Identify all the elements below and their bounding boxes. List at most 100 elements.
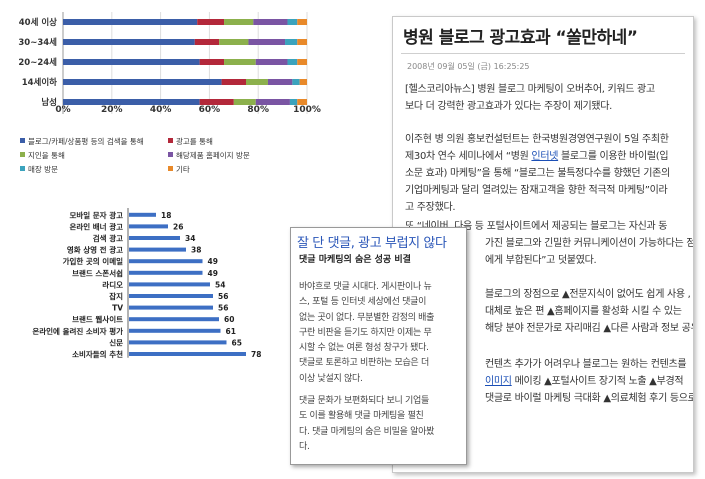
bar-segment (63, 79, 222, 85)
data-label: 56 (218, 304, 228, 313)
bar (129, 224, 168, 229)
x-tick-label: 60% (199, 105, 221, 115)
bar (129, 352, 246, 356)
bar (129, 294, 213, 298)
category-label: 검색 광고 (93, 233, 123, 243)
article-paragraph-4: 블로그의 장점으로 ▲전문지식이 없어도 쉽게 사용 , 대체로 높은 편 ▲홈… (485, 289, 694, 334)
card-paragraph-1: 바야흐로 댓글 시대다. 게시판이나 뉴 스, 포털 등 인터넷 세상에선 댓글… (299, 282, 435, 384)
legend-label: 매장 방문 (28, 164, 58, 174)
legend-swatch (20, 138, 25, 143)
category-label: 브랜드 스폰서쉽 (72, 268, 123, 278)
category-label: 신문 (109, 337, 123, 347)
category-label: 잡지 (109, 291, 123, 301)
bar-segment (63, 39, 195, 45)
y-category-label: 20~24세 (18, 57, 57, 68)
bar-segment (221, 79, 246, 85)
bar-segment (219, 39, 249, 45)
bar-segment (299, 79, 307, 85)
data-label: 18 (161, 211, 171, 220)
bar (129, 212, 156, 217)
bar-segment (194, 39, 220, 45)
data-label: 38 (191, 246, 201, 255)
legend-label: 지인을 통해 (28, 150, 65, 160)
bar-segment (297, 19, 307, 25)
category-label: 모바일 문자 광고 (69, 210, 123, 220)
article-paragraph-2: 이주현 병 의원 홍보컨설턴트는 한국병원경영연구원이 5일 주최한 제30차 … (405, 134, 670, 213)
article-paragraph-3: 또 “네이버, 다음 등 포털사이트에서 제공되는 블로그는 자신과 동 가진 … (405, 221, 694, 266)
bar-segment (63, 59, 200, 65)
category-label: 온라인에 올려진 소비자 평가 (32, 326, 123, 336)
bar-segment (289, 99, 298, 105)
legend-label: 블로그/카페/상품평 등의 검색을 통해 (28, 136, 144, 146)
bar-segment (297, 99, 307, 105)
bar-segment (199, 59, 225, 65)
y-category-label: 40세 이상 (19, 17, 57, 28)
bar-segment (253, 19, 288, 25)
bar (129, 259, 203, 264)
bar-segment (197, 19, 225, 25)
bar (129, 282, 210, 287)
media-bar-chart: 모바일 문자 광고 18 온라인 배너 광고 26 검색 광고 34 영화 상영 전 광고 3… (32, 208, 261, 359)
data-label: 56 (218, 292, 228, 301)
x-tick-label: 20% (101, 105, 123, 115)
card-subtitle: 댓글 마케팅의 숨은 성공 비결 (299, 255, 411, 265)
legend-swatch (20, 152, 25, 157)
bar (129, 270, 203, 275)
card-title: 잘 단 댓글, 광고 부럽지 않다 (297, 236, 447, 251)
category-label: 소비자들의 추천 (72, 349, 123, 359)
bar-segment (255, 99, 290, 105)
legend-swatch (168, 138, 173, 143)
card-paragraph-2: 댓글 문화가 보편화되다 보니 기업들 도 이를 활용해 댓글 마케팅을 펼친 … (299, 396, 435, 452)
article-paragraph-5: 컨텐츠 추가가 어려우나 블로그는 원하는 컨텐츠를 이미지 메이킹 ▲포털사이… (485, 359, 694, 404)
legend-label: 해당제품 홈페이지 방문 (176, 150, 250, 160)
bar-segment (224, 19, 254, 25)
bar-segment (297, 59, 307, 65)
category-label: 브랜드 웹사이트 (72, 314, 123, 324)
bar-segment (267, 79, 293, 85)
bar (129, 305, 213, 310)
y-category-label: 14세이하 (22, 77, 57, 88)
data-label: 49 (208, 269, 218, 278)
category-label: 영화 상영 전 광고 (67, 245, 123, 255)
x-tick-label: 40% (150, 105, 172, 115)
data-label: 26 (173, 222, 183, 231)
bar (129, 236, 180, 240)
bar-segment (233, 99, 256, 105)
bar-segment (255, 59, 288, 65)
data-label: 78 (251, 350, 261, 359)
x-tick-label: 100% (293, 105, 321, 115)
bar-segment (287, 59, 298, 65)
category-label: 가입한 곳의 이메일 (63, 256, 124, 266)
article-paragraph-1: [헬스코리아뉴스] 병원 블로그 마케팅이 오버추어, 키워드 광고 보다 더 … (405, 84, 655, 112)
data-label: 54 (215, 280, 225, 289)
article-title: 병원 블로그 광고효과 “쏠만하네” (403, 28, 638, 48)
legend-label: 광고를 통해 (176, 136, 213, 146)
bar (129, 328, 221, 333)
bar-segment (63, 19, 198, 25)
data-label: 65 (232, 338, 242, 347)
legend-label: 기타 (176, 165, 190, 174)
bar-segment (287, 19, 298, 25)
bar-segment (246, 79, 268, 85)
article-date: 2008년 09월 05일 (금) 16:25:25 (407, 62, 530, 71)
bar (129, 317, 219, 322)
bar-segment (224, 59, 256, 65)
y-category-label: 남성 (41, 97, 57, 108)
bar (129, 247, 186, 252)
category-label: 온라인 배너 광고 (69, 221, 123, 231)
legend-swatch (168, 166, 173, 171)
legend-swatch (20, 166, 25, 171)
internet-link[interactable]: 인터넷 (531, 151, 559, 162)
bar-segment (292, 79, 300, 85)
bar (129, 340, 227, 345)
stacked-bar-chart: 0% 20% 40% 60% 80% 100% 40세 이상 30~34세 20~24세 14세이… (18, 12, 321, 115)
image-link[interactable]: 이미지 (485, 376, 512, 387)
bar-segment (248, 39, 286, 45)
bar-segment (199, 99, 234, 105)
data-label: 60 (224, 315, 234, 324)
bar-segment (63, 99, 200, 105)
data-label: 61 (226, 327, 236, 336)
x-tick-label: 80% (247, 105, 269, 115)
bar-segment (297, 39, 307, 45)
